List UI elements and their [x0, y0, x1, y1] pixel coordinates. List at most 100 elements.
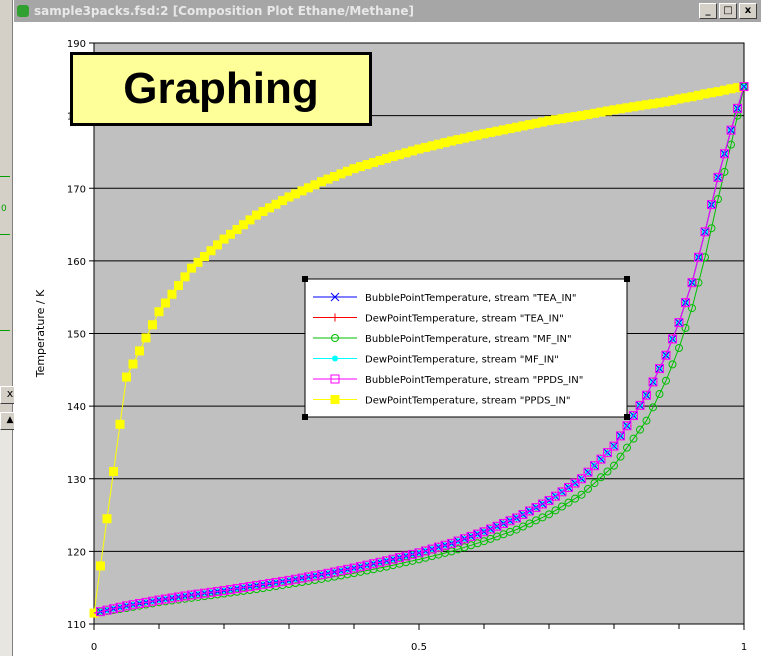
data-point	[714, 195, 722, 204]
data-point	[720, 149, 729, 159]
data-point	[414, 144, 424, 154]
data-point	[343, 166, 352, 176]
data-point	[687, 278, 697, 288]
y-tick-label: 120	[67, 547, 86, 558]
data-point	[434, 139, 443, 149]
data-point	[369, 559, 378, 569]
data-point	[206, 587, 216, 597]
data-point	[440, 138, 450, 148]
y-tick-label: 140	[67, 402, 86, 413]
data-point	[193, 257, 203, 267]
data-point	[473, 529, 482, 539]
data-point	[115, 419, 125, 429]
data-point	[330, 171, 339, 181]
data-point	[453, 135, 463, 145]
data-point	[174, 281, 183, 291]
data-point	[583, 467, 593, 477]
data-point	[187, 590, 196, 600]
data-point	[538, 499, 547, 509]
legend-marker	[331, 334, 339, 342]
data-point	[395, 150, 404, 160]
data-point	[635, 101, 645, 111]
data-point	[603, 448, 612, 458]
data-point	[609, 105, 619, 115]
data-point	[564, 498, 573, 507]
data-point	[577, 490, 586, 499]
data-point	[525, 120, 534, 130]
data-point	[661, 97, 671, 107]
data-point	[239, 583, 248, 593]
data-point	[440, 540, 450, 550]
data-point	[414, 548, 424, 558]
data-point	[245, 215, 255, 225]
data-point	[421, 142, 430, 152]
data-point	[330, 567, 339, 577]
data-point	[694, 252, 703, 262]
data-point	[479, 527, 489, 537]
data-point	[382, 153, 391, 163]
data-point	[603, 467, 612, 476]
data-point	[590, 479, 599, 488]
data-point	[629, 434, 638, 443]
data-point	[252, 581, 261, 591]
data-point	[492, 126, 502, 136]
data-point	[466, 132, 476, 142]
data-point	[96, 561, 105, 571]
data-point	[284, 575, 294, 585]
data-point	[505, 124, 515, 134]
data-point	[577, 474, 586, 484]
data-point	[278, 196, 287, 206]
data-point	[265, 578, 274, 588]
data-point	[453, 536, 463, 546]
data-point	[532, 516, 540, 525]
legend-marker	[331, 313, 339, 322]
data-point	[629, 102, 638, 112]
data-point	[167, 289, 177, 299]
plot-area: 11012013014015016017018019000.51Temperat…	[14, 22, 761, 656]
data-point	[447, 538, 456, 548]
data-point	[128, 600, 138, 610]
data-point	[473, 130, 482, 140]
data-point	[668, 360, 677, 369]
data-point	[115, 602, 125, 612]
data-point	[733, 83, 742, 93]
data-point	[447, 136, 456, 146]
data-point	[161, 298, 170, 308]
data-point	[518, 509, 528, 519]
data-point	[356, 162, 365, 172]
legend-entry: BubblePointTemperature, stream "PPDS_IN"	[365, 375, 583, 386]
data-point	[174, 592, 183, 602]
legend-handle	[624, 414, 630, 420]
data-point	[603, 106, 612, 116]
data-point	[427, 141, 437, 151]
data-point	[558, 502, 566, 511]
data-point	[466, 531, 476, 541]
data-point	[310, 571, 320, 581]
data-point	[590, 108, 599, 118]
legend-entry: DewPointTemperature, stream "TEA_IN"	[365, 314, 564, 325]
data-point	[349, 164, 359, 174]
data-point	[232, 584, 242, 594]
data-point	[499, 518, 508, 528]
data-point	[577, 111, 586, 121]
minimize-button[interactable]: _	[699, 3, 717, 19]
data-point	[89, 608, 99, 618]
data-point	[616, 452, 625, 461]
maximize-button[interactable]: □	[719, 3, 737, 19]
scrollbar-track[interactable]	[0, 430, 12, 656]
data-point	[531, 118, 541, 128]
legend-handle	[302, 276, 308, 282]
data-point	[596, 107, 606, 117]
window-titlebar[interactable]: sample3packs.fsd:2 [Composition Plot Eth…	[14, 0, 761, 22]
plot-window: sample3packs.fsd:2 [Composition Plot Eth…	[14, 0, 761, 656]
data-point	[661, 350, 671, 360]
data-point	[297, 573, 307, 583]
data-point	[226, 229, 235, 239]
data-point	[688, 304, 696, 313]
data-point	[271, 199, 281, 209]
data-point	[720, 85, 729, 95]
close-button[interactable]: x	[739, 3, 757, 19]
data-point	[219, 586, 229, 596]
data-point	[596, 454, 606, 464]
data-point	[408, 549, 417, 559]
